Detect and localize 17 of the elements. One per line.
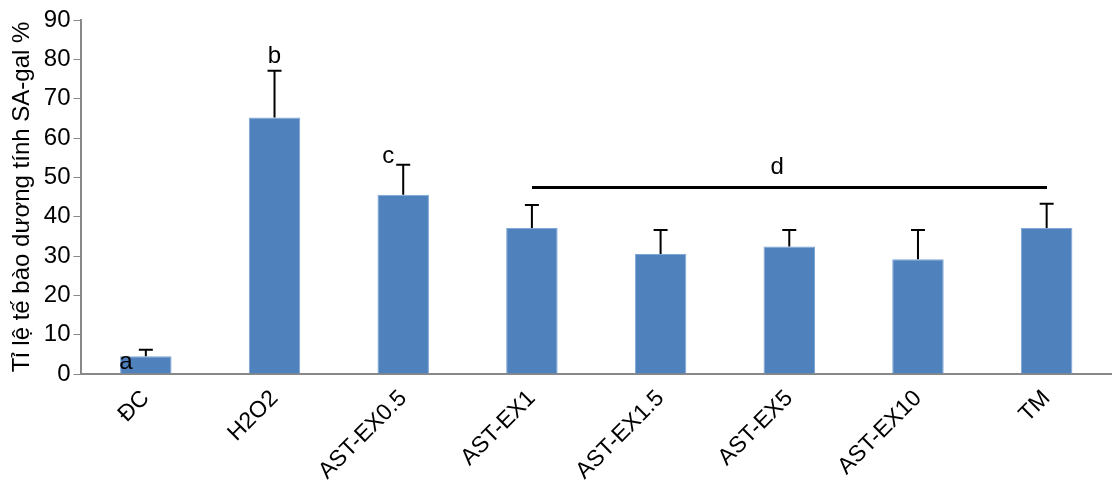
y-axis-title: Tỉ lệ tế bào dương tính SA-gal % xyxy=(7,21,35,373)
y-tick-label: 50 xyxy=(43,161,71,189)
y-tick-label: 20 xyxy=(43,279,71,307)
y-tick-label: 30 xyxy=(43,240,71,268)
annotation: d xyxy=(770,152,784,180)
y-tick-label: 60 xyxy=(43,122,71,150)
y-tick-label: 10 xyxy=(43,319,71,347)
y-tick-label: 80 xyxy=(43,43,71,71)
annotation: a xyxy=(119,346,134,374)
annotation: c xyxy=(382,141,395,169)
y-tick-label: 40 xyxy=(43,201,71,229)
x-tick-label: ĐC xyxy=(111,384,154,427)
y-tick-label: 90 xyxy=(43,4,71,32)
y-tick-label: 0 xyxy=(57,358,71,386)
y-tick-label: 70 xyxy=(43,83,71,111)
annotation: b xyxy=(267,41,282,69)
x-tick-label: TM xyxy=(1012,384,1055,427)
